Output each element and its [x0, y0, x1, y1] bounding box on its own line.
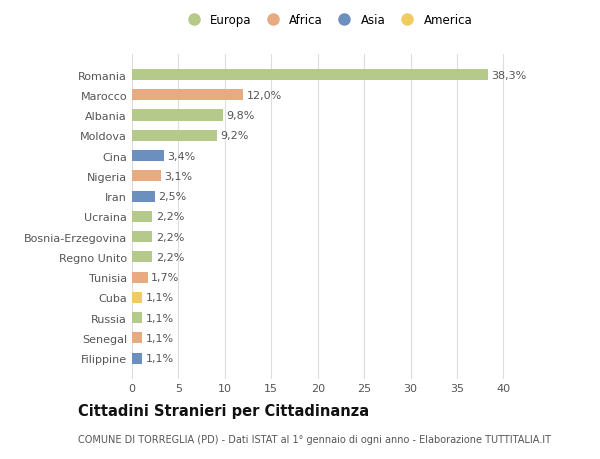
Text: 3,4%: 3,4% [167, 151, 195, 161]
Bar [132, 191, 155, 202]
Text: 1,1%: 1,1% [145, 333, 173, 343]
Text: 1,1%: 1,1% [145, 313, 173, 323]
Bar [132, 252, 152, 263]
Text: COMUNE DI TORREGLIA (PD) - Dati ISTAT al 1° gennaio di ogni anno - Elaborazione : COMUNE DI TORREGLIA (PD) - Dati ISTAT al… [78, 434, 551, 443]
Bar [132, 211, 152, 223]
Bar [132, 151, 164, 162]
Text: 12,0%: 12,0% [247, 90, 282, 101]
Bar [132, 130, 217, 141]
Bar [132, 171, 161, 182]
Bar [132, 110, 223, 121]
Text: 2,2%: 2,2% [155, 252, 184, 262]
Text: 1,1%: 1,1% [145, 293, 173, 303]
Text: 3,1%: 3,1% [164, 172, 192, 181]
Bar [132, 313, 142, 324]
Bar [132, 353, 142, 364]
Bar [132, 90, 244, 101]
Text: 2,2%: 2,2% [155, 212, 184, 222]
Text: Cittadini Stranieri per Cittadinanza: Cittadini Stranieri per Cittadinanza [78, 403, 369, 419]
Text: 2,5%: 2,5% [158, 192, 187, 202]
Text: 9,2%: 9,2% [221, 131, 249, 141]
Bar [132, 333, 142, 344]
Legend: Europa, Africa, Asia, America: Europa, Africa, Asia, America [177, 9, 477, 32]
Bar [132, 231, 152, 243]
Text: 1,1%: 1,1% [145, 353, 173, 364]
Text: 38,3%: 38,3% [491, 70, 526, 80]
Bar [132, 70, 488, 81]
Bar [132, 272, 148, 283]
Text: 1,7%: 1,7% [151, 273, 179, 283]
Text: 2,2%: 2,2% [155, 232, 184, 242]
Bar [132, 292, 142, 303]
Text: 9,8%: 9,8% [226, 111, 254, 121]
